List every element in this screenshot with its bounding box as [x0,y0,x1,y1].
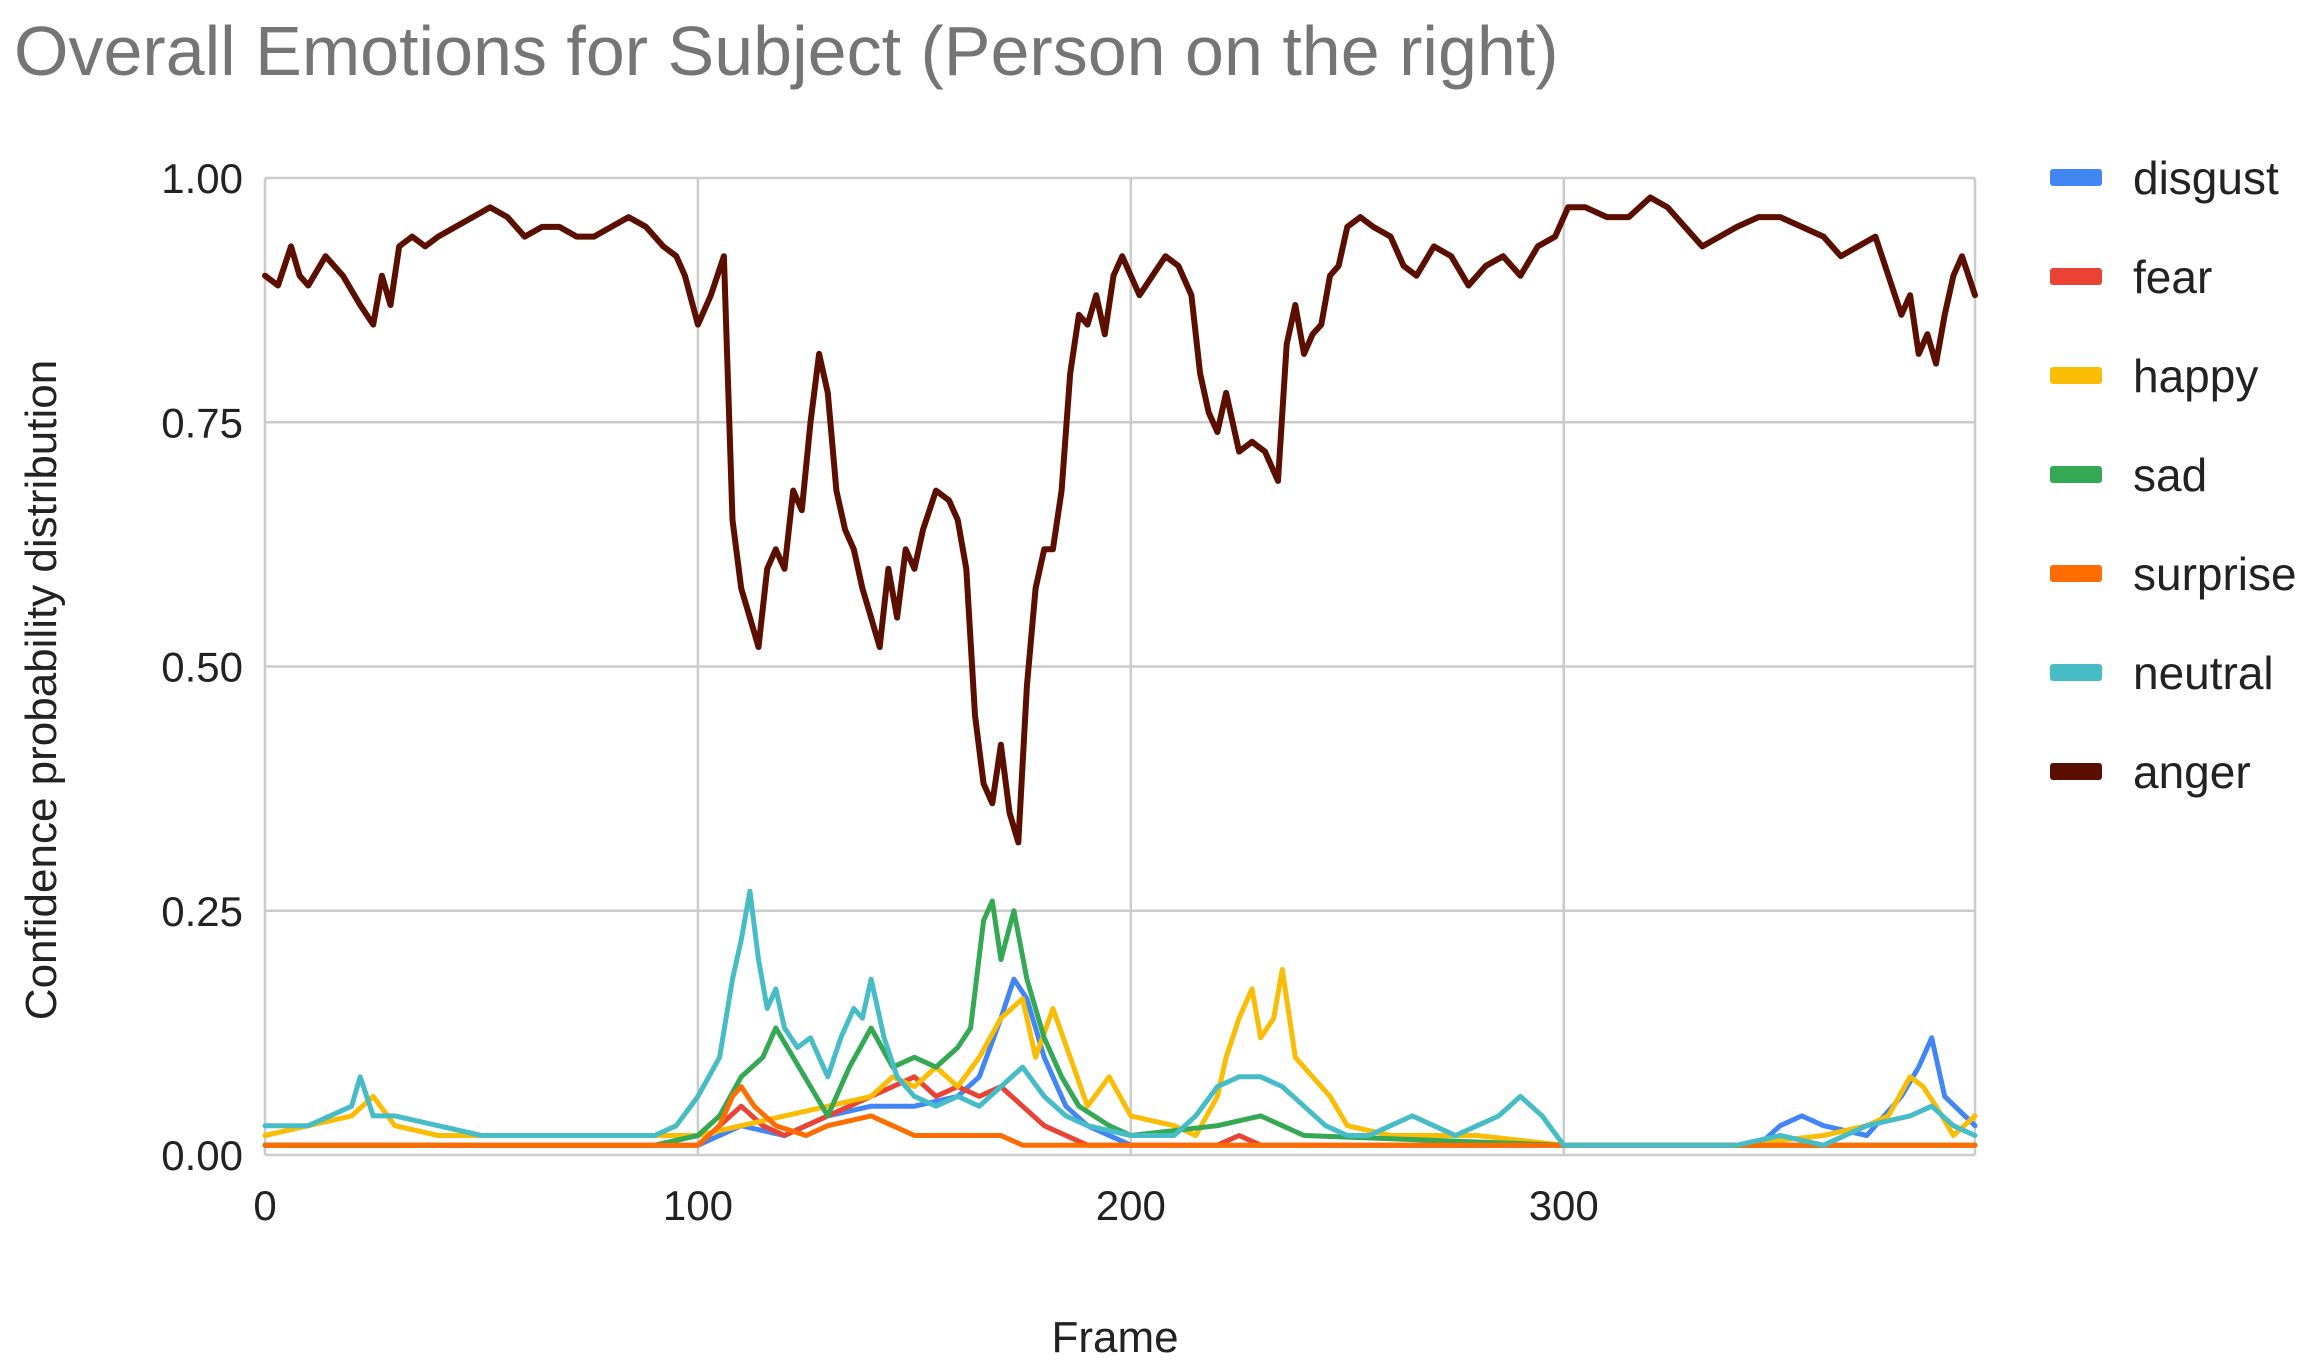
series-line-neutral [262,888,1978,1148]
legend-label: fear [2133,251,2212,303]
legend-item-anger: anger [2050,746,2251,798]
chart-title: Overall Emotions for Subject (Person on … [14,12,1559,90]
legend-item-fear: fear [2050,251,2212,303]
legend-label: surprise [2133,548,2297,600]
grid-lines [263,176,1977,1157]
legend-item-sad: sad [2050,449,2207,501]
legend-swatch [2050,664,2102,681]
series-line-surprise [262,1084,1978,1148]
legend-item-disgust: disgust [2050,152,2279,204]
x-tick-label: 200 [1096,1182,1166,1229]
y-tick-label: 0.00 [161,1132,243,1179]
series-line-disgust [262,976,1978,1148]
y-tick-label: 0.75 [161,399,243,446]
legend-swatch [2050,466,2102,483]
series-line-happy [262,966,1978,1148]
x-tick-label: 0 [253,1182,276,1229]
y-tick-label: 0.50 [161,644,243,691]
y-axis-ticks: 0.00 0.25 0.50 0.75 1.00 [161,155,243,1179]
legend-swatch [2050,169,2102,186]
legend-item-happy: happy [2050,350,2258,402]
legend-item-neutral: neutral [2050,647,2274,699]
y-axis-label: Confidence probability distribution [17,360,66,1020]
series-layer [262,194,1978,1148]
legend-label: anger [2133,746,2251,798]
x-tick-label: 300 [1529,1182,1599,1229]
legend-item-surprise: surprise [2050,548,2297,600]
legend-swatch [2050,367,2102,384]
y-tick-label: 1.00 [161,155,243,202]
legend-label: neutral [2133,647,2274,699]
x-axis-label: Frame [1051,1313,1178,1362]
legend-label: happy [2133,350,2258,402]
x-tick-label: 100 [663,1182,733,1229]
legend: disgust fear happy sad surprise neutral anger [2050,152,2297,798]
legend-label: disgust [2133,152,2279,204]
y-tick-label: 0.25 [161,888,243,935]
legend-swatch [2050,565,2102,582]
x-axis-ticks: 0 100 200 300 [253,1182,1598,1229]
legend-swatch [2050,268,2102,285]
series-line-sad [262,898,1978,1148]
legend-label: sad [2133,449,2207,501]
series-line-anger [262,194,1978,846]
legend-swatch [2050,763,2102,780]
